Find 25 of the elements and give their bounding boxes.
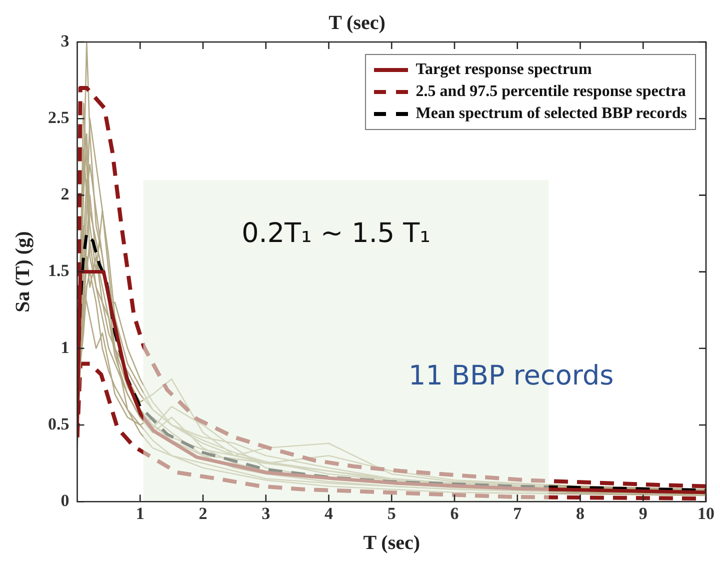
y-axis-title: Sa (T) (g)	[12, 231, 34, 312]
x-tick-label: 10	[698, 504, 714, 524]
y-tick-label: 0.5	[48, 414, 70, 434]
x-axis-title: T (sec)	[363, 532, 420, 554]
legend-label: 2.5 and 97.5 percentile response spectra	[416, 82, 686, 102]
y-tick-label: 1	[60, 338, 70, 357]
x-tick-label: 9	[638, 504, 648, 524]
legend-label: Mean spectrum of selected BBP records	[416, 104, 687, 124]
x-tick-label: 8	[576, 504, 584, 524]
y-tick-label: 3	[60, 31, 70, 50]
x-tick-label: 3	[262, 504, 270, 524]
y-tick-label: 0	[60, 490, 70, 510]
x-tick-label: 2	[198, 504, 208, 524]
x-tick-label: 4	[324, 504, 334, 524]
y-tick-label: 2	[60, 184, 70, 204]
chart-title: T (sec)	[328, 12, 386, 34]
x-tick-label: 1	[136, 504, 144, 524]
x-tick-label: 6	[450, 504, 459, 524]
y-tick-label: 2.5	[48, 108, 70, 127]
band-label: 0.2T₁ ~ 1.5 T₁	[242, 218, 430, 249]
x-tick-label: 5	[387, 504, 396, 524]
y-tick-label: 1.5	[48, 261, 70, 280]
x-tick-label: 7	[513, 504, 522, 524]
legend-label: Target response spectrum	[416, 60, 592, 80]
annotation: 11 BBP records	[408, 360, 614, 392]
